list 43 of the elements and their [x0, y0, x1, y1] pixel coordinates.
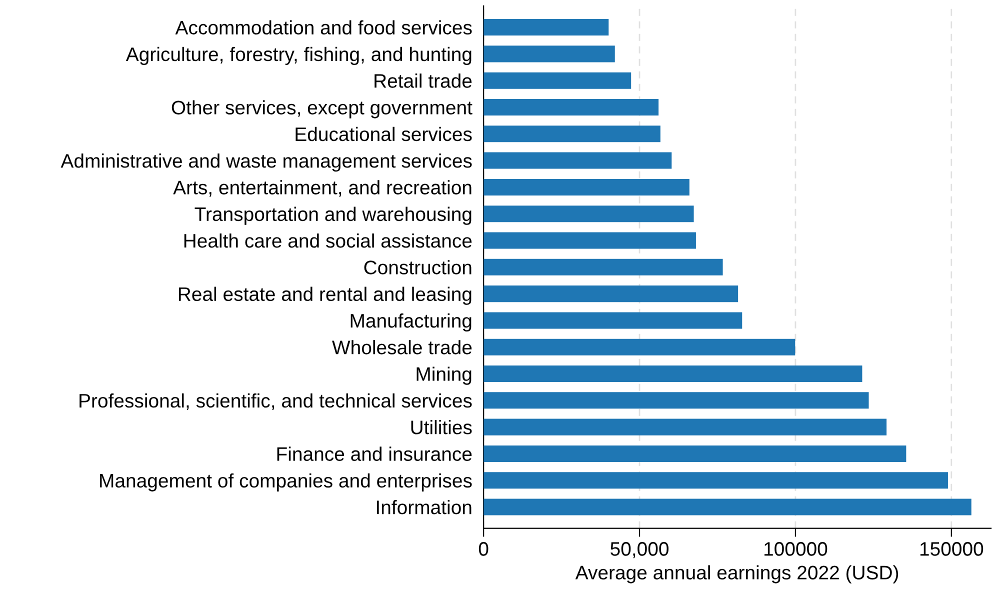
y-tick-label: Transportation and warehousing [194, 206, 472, 225]
bar [484, 366, 862, 382]
bar [484, 312, 742, 329]
y-tick-label: Management of companies and enterprises [100, 473, 472, 492]
y-tick-label: Finance and insurance [277, 446, 472, 461]
bar [484, 472, 948, 489]
bar [484, 392, 869, 409]
bar [484, 338, 796, 356]
x-tick-label: 150000 [920, 542, 984, 556]
x-tick-label: 0 [478, 542, 488, 556]
y-tick-label: Wholesale trade [332, 340, 472, 354]
y-tick-label: Utilities [411, 420, 472, 434]
x-tick-label: 100000 [764, 542, 828, 556]
x-axis-title: Average annual earnings 2022 (USD) [575, 565, 898, 584]
bar [484, 206, 694, 222]
y-tick-label: Agriculture, forestry, fishing, and hunting [126, 46, 472, 66]
y-tick-label: Professional, scientific, and technical services [80, 393, 472, 410]
y-tick-label: Construction [364, 260, 472, 274]
bar [484, 232, 696, 249]
y-tick-label: Other services, except government [172, 100, 472, 118]
y-tick-label: Mining [416, 366, 472, 385]
bar [484, 418, 887, 436]
y-tick-label: Real estate and rental and leasing [178, 286, 472, 305]
y-tick-label: Administrative and waste management services [60, 154, 472, 172]
bar [484, 72, 632, 89]
bar [484, 258, 723, 276]
bar [484, 46, 615, 62]
y-tick-label: Health care and social assistance [184, 233, 472, 248]
bar [484, 498, 972, 516]
y-tick-label: Accommodation and food services [175, 20, 472, 35]
bar [484, 178, 690, 196]
y-tick-label: Information [376, 500, 472, 514]
bar [484, 126, 660, 142]
y-tick-label: Retail trade [374, 74, 472, 88]
y-tick-label: Educational services [296, 126, 472, 142]
y-tick-label: Arts, entertainment, and recreation [173, 180, 472, 197]
y-tick-label: Manufacturing [350, 313, 472, 332]
bar [484, 19, 609, 36]
bar [484, 445, 906, 462]
bar [484, 152, 672, 169]
bar [484, 286, 738, 302]
bar [484, 98, 659, 116]
x-tick-label: 50,000 [610, 542, 668, 558]
